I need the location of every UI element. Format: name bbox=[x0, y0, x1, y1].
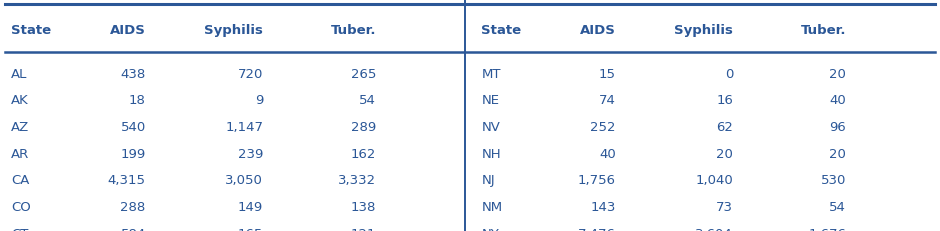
Text: 54: 54 bbox=[829, 200, 846, 213]
Text: NM: NM bbox=[481, 200, 502, 213]
Text: AK: AK bbox=[11, 94, 29, 107]
Text: NV: NV bbox=[481, 121, 500, 134]
Text: 40: 40 bbox=[599, 147, 616, 160]
Text: 165: 165 bbox=[238, 227, 263, 231]
Text: AIDS: AIDS bbox=[580, 24, 616, 36]
Text: 15: 15 bbox=[599, 67, 616, 80]
Text: NJ: NJ bbox=[481, 174, 494, 187]
Text: State: State bbox=[481, 24, 522, 36]
Text: Syphilis: Syphilis bbox=[204, 24, 263, 36]
Text: 143: 143 bbox=[590, 200, 616, 213]
Text: 18: 18 bbox=[129, 94, 146, 107]
Text: 149: 149 bbox=[238, 200, 263, 213]
Text: 199: 199 bbox=[120, 147, 146, 160]
Text: 530: 530 bbox=[821, 174, 846, 187]
Text: 40: 40 bbox=[829, 94, 846, 107]
Text: AL: AL bbox=[11, 67, 27, 80]
Text: AZ: AZ bbox=[11, 121, 29, 134]
Text: Syphilis: Syphilis bbox=[674, 24, 733, 36]
Text: 3,604: 3,604 bbox=[696, 227, 733, 231]
Text: 16: 16 bbox=[716, 94, 733, 107]
Text: 121: 121 bbox=[351, 227, 376, 231]
Text: 289: 289 bbox=[351, 121, 376, 134]
Text: 265: 265 bbox=[351, 67, 376, 80]
Text: Tuber.: Tuber. bbox=[801, 24, 846, 36]
Text: 720: 720 bbox=[238, 67, 263, 80]
Text: 3,332: 3,332 bbox=[337, 174, 376, 187]
Text: 540: 540 bbox=[120, 121, 146, 134]
Text: 74: 74 bbox=[599, 94, 616, 107]
Text: AR: AR bbox=[11, 147, 29, 160]
Text: AIDS: AIDS bbox=[110, 24, 146, 36]
Text: Tuber.: Tuber. bbox=[331, 24, 376, 36]
Text: NE: NE bbox=[481, 94, 499, 107]
Text: 288: 288 bbox=[120, 200, 146, 213]
Text: 9: 9 bbox=[255, 94, 263, 107]
Text: 7,476: 7,476 bbox=[578, 227, 616, 231]
Text: 20: 20 bbox=[829, 67, 846, 80]
Text: 20: 20 bbox=[716, 147, 733, 160]
Text: CA: CA bbox=[11, 174, 30, 187]
Text: 1,147: 1,147 bbox=[226, 121, 263, 134]
Text: 252: 252 bbox=[590, 121, 616, 134]
Text: 1,756: 1,756 bbox=[578, 174, 616, 187]
Text: 96: 96 bbox=[829, 121, 846, 134]
Text: 584: 584 bbox=[120, 227, 146, 231]
Text: CT: CT bbox=[11, 227, 28, 231]
Text: 20: 20 bbox=[829, 147, 846, 160]
Text: 4,315: 4,315 bbox=[108, 174, 146, 187]
Text: 0: 0 bbox=[725, 67, 733, 80]
Text: State: State bbox=[11, 24, 52, 36]
Text: 239: 239 bbox=[238, 147, 263, 160]
Text: MT: MT bbox=[481, 67, 501, 80]
Text: CO: CO bbox=[11, 200, 31, 213]
Text: NH: NH bbox=[481, 147, 501, 160]
Text: 62: 62 bbox=[716, 121, 733, 134]
Text: 73: 73 bbox=[716, 200, 733, 213]
Text: 1,040: 1,040 bbox=[696, 174, 733, 187]
Text: NY: NY bbox=[481, 227, 499, 231]
Text: 1,676: 1,676 bbox=[808, 227, 846, 231]
Text: 3,050: 3,050 bbox=[226, 174, 263, 187]
Text: 438: 438 bbox=[120, 67, 146, 80]
Text: 54: 54 bbox=[359, 94, 376, 107]
Text: 138: 138 bbox=[351, 200, 376, 213]
Text: 162: 162 bbox=[351, 147, 376, 160]
